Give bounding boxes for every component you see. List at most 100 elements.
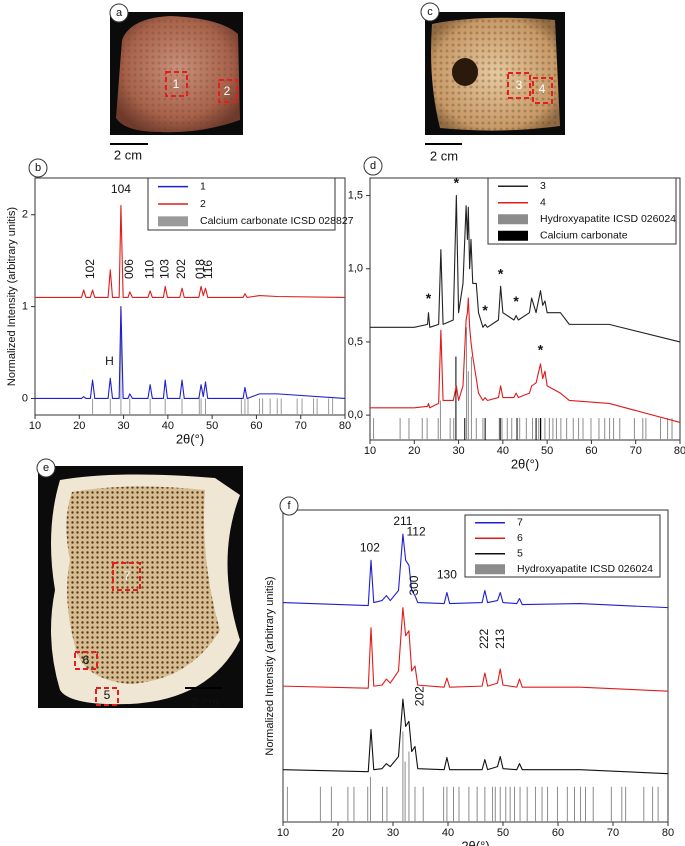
- y-axis-label: Normalized Intensity (arbitrary unitis): [264, 576, 276, 755]
- y-tick-label: 0,0: [348, 409, 363, 421]
- peak-annotation: *: [538, 341, 544, 357]
- y-tick-label: 0,5: [348, 336, 363, 348]
- scale-label: 2 cm: [191, 694, 219, 709]
- x-tick-label: 60: [585, 445, 597, 457]
- xrd-line: [282, 607, 669, 692]
- xrd-line: [35, 306, 346, 400]
- peak-annotation: 222: [477, 629, 491, 649]
- legend-swatch: [498, 214, 528, 225]
- peak-annotation: 213: [493, 629, 507, 649]
- legend-swatch: [498, 230, 528, 241]
- legend-label: 2: [200, 198, 206, 210]
- x-tick-label: 30: [452, 445, 464, 457]
- panel-label: f: [287, 500, 291, 512]
- panel-label-circle: [363, 156, 383, 176]
- peak-annotation: 006: [122, 259, 136, 279]
- legend-swatch: [158, 216, 188, 227]
- x-tick-label: 40: [162, 420, 174, 432]
- legend-label: 4: [540, 197, 546, 209]
- x-axis-label: 2θ(°): [511, 456, 539, 471]
- peak-annotation: 103: [157, 259, 171, 279]
- x-tick-label: 50: [541, 445, 553, 457]
- region-label: 4: [539, 82, 546, 96]
- region-label: 7: [124, 569, 131, 583]
- x-tick-label: 30: [117, 420, 129, 432]
- x-tick-label: 10: [29, 420, 41, 432]
- x-tick-label: 70: [630, 445, 642, 457]
- x-tick-label: 10: [364, 445, 376, 457]
- panel-label: c: [427, 6, 433, 18]
- peak-annotation: *: [498, 265, 504, 281]
- plot-frame: [282, 509, 669, 823]
- panel-label-circle: [28, 158, 48, 178]
- peak-annotation: 130: [437, 568, 457, 582]
- xrd-line: [35, 205, 346, 298]
- x-tick-label: 40: [497, 445, 509, 457]
- legend-label: Hydroxyapatite ICSD 026024: [540, 213, 676, 225]
- panel-label: a: [116, 7, 123, 19]
- x-tick-label: 40: [442, 827, 454, 839]
- region-label: 6: [83, 653, 90, 667]
- peak-annotation: 102: [360, 540, 380, 554]
- y-tick-label: 1,5: [348, 189, 363, 201]
- peak-annotation: *: [426, 290, 432, 306]
- scale-label: 2 cm: [114, 147, 142, 162]
- peak-annotation: 202: [413, 686, 427, 706]
- panel-label: d: [370, 160, 376, 172]
- x-tick-label: 50: [497, 827, 509, 839]
- x-tick-label: 70: [295, 420, 307, 432]
- peak-annotation: 211: [393, 514, 412, 528]
- xrd-line: [282, 698, 669, 775]
- peak-annotation: 300: [407, 575, 421, 595]
- peak-annotation: 018: [193, 259, 207, 279]
- legend-label: Calcium carbonate ICSD 028827: [200, 215, 354, 227]
- peak-annotation: 110: [142, 260, 156, 279]
- x-tick-label: 10: [277, 827, 289, 839]
- region-label: 2: [224, 84, 231, 98]
- photo-c: 3 4 c 2 cm: [420, 2, 565, 163]
- scale-label: 2 cm: [430, 148, 458, 163]
- legend-label: 6: [517, 532, 523, 544]
- y-axis-label: Normalized Intensity (arbitrary unitis): [6, 207, 18, 386]
- legend-label: 3: [540, 180, 546, 192]
- legend-label: Calcium carbonate: [540, 230, 628, 242]
- legend-label: 7: [517, 517, 523, 529]
- xrd-line: [282, 533, 669, 609]
- x-tick-label: 20: [408, 445, 420, 457]
- legend-label: 5: [517, 548, 523, 560]
- photo-a: 1 2 a 2 cm: [109, 3, 243, 162]
- photo-e: 7 6 5 e 2 cm: [36, 458, 243, 709]
- x-tick-label: 20: [73, 420, 85, 432]
- legend-swatch: [475, 564, 505, 575]
- y-tick-label: 2: [22, 209, 28, 221]
- y-tick-label: 1,0: [348, 263, 363, 275]
- peak-annotation: 112: [407, 524, 426, 538]
- y-tick-label: 0: [22, 392, 28, 404]
- region-label: 1: [173, 77, 180, 91]
- peak-annotation: H: [105, 354, 114, 368]
- legend-label: 1: [200, 180, 206, 192]
- x-axis-label: 2θ(°): [176, 431, 204, 446]
- panel-label-circle: [279, 496, 299, 516]
- x-tick-label: 60: [552, 827, 564, 839]
- x-tick-label: 30: [387, 827, 399, 839]
- panel-label: b: [35, 162, 41, 174]
- x-tick-label: 80: [339, 420, 351, 432]
- peak-annotation: 202: [174, 259, 188, 279]
- panel-label: e: [43, 462, 49, 474]
- x-tick-label: 50: [206, 420, 218, 432]
- y-tick-label: 1: [22, 301, 28, 313]
- xrd-line: [370, 195, 681, 343]
- region-label: 3: [516, 78, 523, 92]
- peak-annotation: 104: [111, 182, 131, 196]
- x-tick-label: 70: [607, 827, 619, 839]
- x-tick-label: 20: [332, 827, 344, 839]
- peak-annotation: *: [513, 293, 519, 309]
- x-tick-label: 60: [250, 420, 262, 432]
- legend-label: Hydroxyapatite ICSD 026024: [517, 563, 653, 575]
- peak-annotation: 102: [83, 259, 97, 279]
- xrd-line: [370, 297, 681, 423]
- region-label: 5: [104, 688, 111, 702]
